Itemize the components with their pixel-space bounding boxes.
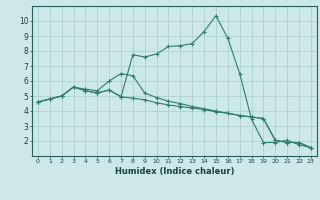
X-axis label: Humidex (Indice chaleur): Humidex (Indice chaleur): [115, 167, 234, 176]
